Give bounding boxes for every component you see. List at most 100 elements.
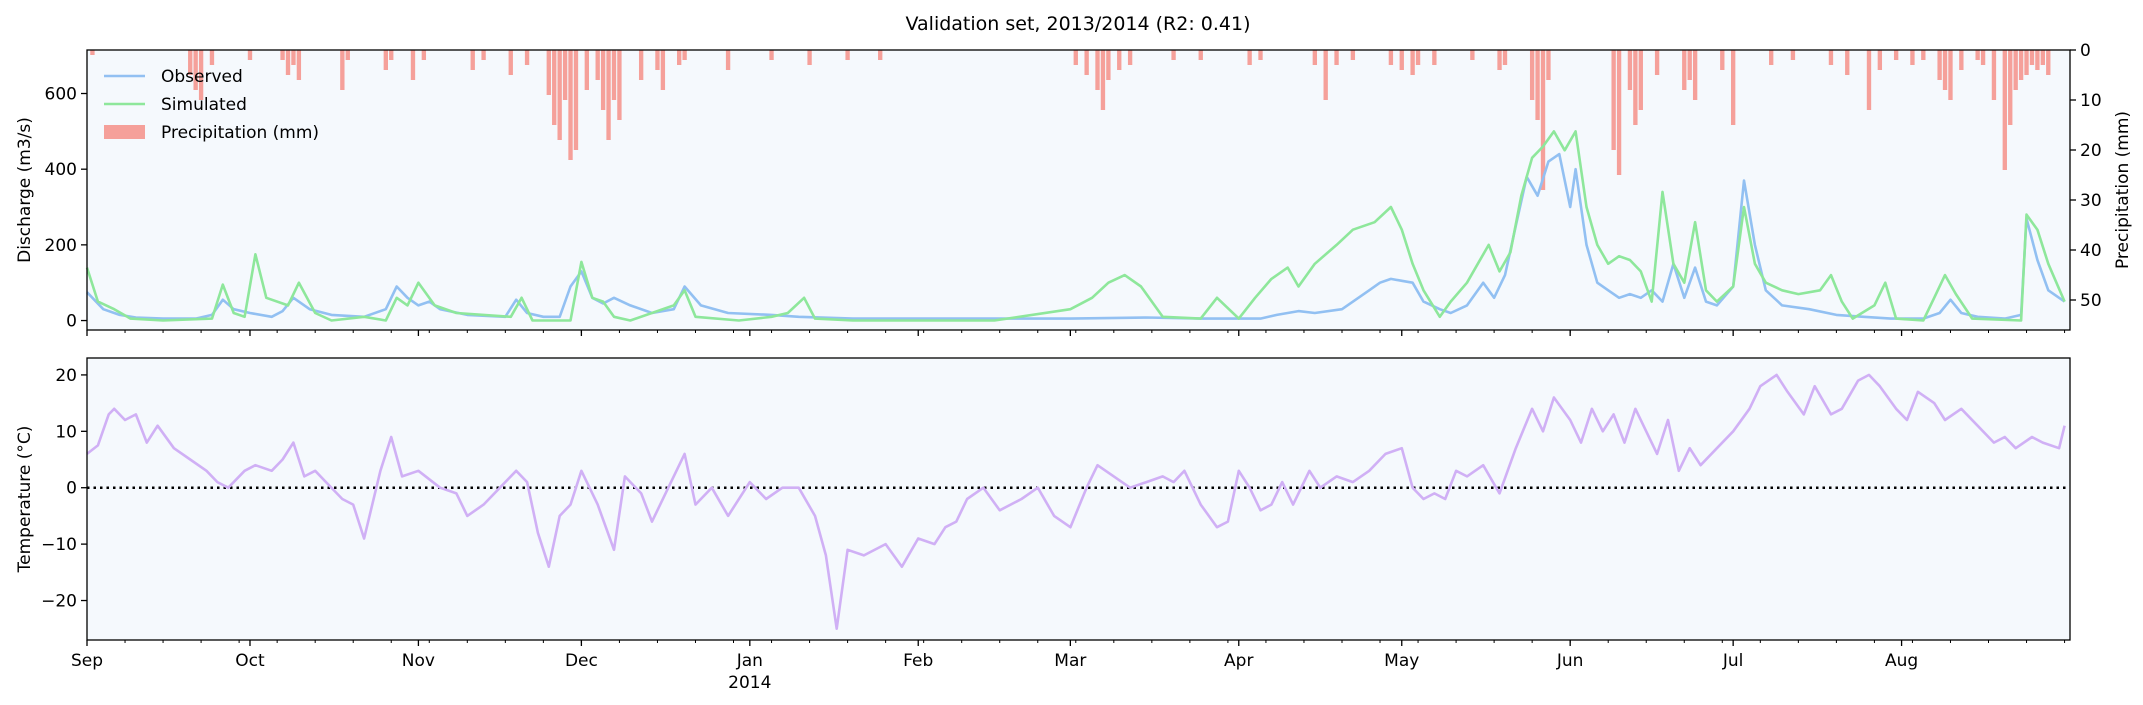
precipitation-bar <box>280 50 285 60</box>
precipitation-bar <box>1127 50 1133 65</box>
precipitation-bar <box>383 50 388 70</box>
precipitation-bar <box>1730 50 1736 125</box>
legend-swatch-precipitation <box>104 125 145 139</box>
precipitation-ytick-label: 40 <box>2080 241 2102 261</box>
precipitation-bar <box>1790 50 1796 60</box>
precipitation-bar <box>90 50 95 55</box>
month-tick-label: Mar <box>1054 651 1086 671</box>
precipitation-bar <box>807 50 812 65</box>
precipitation-bar <box>1687 50 1692 80</box>
precipitation-bar <box>345 50 350 60</box>
precipitation-bar <box>1388 50 1394 65</box>
temperature-ytick-label: 0 <box>66 479 77 499</box>
precipitation-bar <box>1682 50 1687 90</box>
precipitation-bar <box>1312 50 1318 65</box>
precipitation-bar <box>1633 50 1638 125</box>
precipitation-bar <box>247 50 253 60</box>
temperature-frame <box>86 357 2071 641</box>
precipitation-bar <box>2002 50 2007 170</box>
precipitation-bar <box>600 50 606 110</box>
precipitation-bar <box>1769 50 1774 65</box>
precipitation-bar <box>2040 50 2046 65</box>
precipitation-bar <box>1828 50 1834 65</box>
precipitation-bar <box>725 50 731 70</box>
legend-label-observed: Observed <box>161 67 243 87</box>
precipitation-bar <box>1350 50 1356 60</box>
precipitation-bar <box>1893 50 1899 60</box>
precipitation-bar <box>1198 50 1203 60</box>
precipitation-bar <box>878 50 883 60</box>
precipitation-bar <box>1975 50 1980 60</box>
precipitation-bar <box>638 50 644 80</box>
precipitation-bar <box>677 50 682 65</box>
precipitation-bar <box>2046 50 2051 75</box>
precipitation-bar <box>421 50 427 60</box>
discharge-ytick-label: 0 <box>66 312 77 332</box>
precipitation-bar <box>285 50 291 75</box>
precipitation-bar <box>1910 50 1915 65</box>
precipitation-bar <box>617 50 622 120</box>
precipitation-bar <box>508 50 513 75</box>
precipitation-bar <box>595 50 600 80</box>
temperature-ytick-label: 20 <box>55 366 77 386</box>
precipitation-ylabel: Precipitation (mm) <box>2113 111 2133 269</box>
precipitation-bar <box>1616 50 1622 175</box>
precipitation-bar <box>1942 50 1948 90</box>
precipitation-bar <box>1100 50 1106 110</box>
precipitation-bar <box>1877 50 1883 70</box>
month-tick-label: Jan <box>736 651 763 671</box>
precipitation-bar <box>1529 50 1535 100</box>
precipitation-bar <box>2013 50 2018 90</box>
precipitation-bar <box>1638 50 1643 110</box>
precipitation-bar <box>2029 50 2035 65</box>
month-tick-label: Dec <box>565 651 598 671</box>
series-line-temperature <box>86 373 2066 631</box>
precipitation-ytick-label: 20 <box>2080 141 2102 161</box>
month-tick-label: Oct <box>235 651 265 671</box>
precipitation-bar <box>546 50 551 95</box>
precipitation-bar <box>1611 50 1616 150</box>
temperature-ytick-label: −10 <box>41 535 77 555</box>
discharge-ytick-label: 600 <box>45 85 77 105</box>
discharge-panel: 0 200 400 600 0 10 20 30 40 50 Discharge (m3/s) Pre… <box>15 41 2133 336</box>
precipitation-bar <box>2024 50 2029 75</box>
precipitation-bar <box>1720 50 1725 70</box>
precipitation-bar <box>1258 50 1263 60</box>
precipitation-ytick-label: 10 <box>2080 91 2102 111</box>
precipitation-bar <box>562 50 568 100</box>
precipitation-bar <box>655 50 660 70</box>
precipitation-bar <box>1980 50 1986 65</box>
precipitation-bar <box>1095 50 1100 90</box>
series-line-simulated <box>85 130 2066 322</box>
precipitation-bar <box>1106 50 1111 80</box>
discharge-ytick-label: 400 <box>45 160 77 180</box>
precipitation-bar <box>1502 50 1508 65</box>
precipitation-bar <box>1247 50 1252 65</box>
precipitation-bar <box>845 50 850 60</box>
year-tick-label: 2014 <box>728 673 771 693</box>
precipitation-bar <box>291 50 296 65</box>
precipitation-bar <box>209 50 215 65</box>
precipitation-bar <box>340 50 345 90</box>
precipitation-bar <box>1535 50 1540 120</box>
precipitation-bar <box>552 50 557 125</box>
precipitation-bar <box>1845 50 1850 75</box>
precipitation-bar <box>1937 50 1942 80</box>
precipitation-bar <box>1415 50 1421 65</box>
precipitation-ytick-label: 30 <box>2080 191 2102 211</box>
precipitation-bar <box>1432 50 1437 65</box>
precipitation-bar <box>1470 50 1475 60</box>
chart-title: Validation set, 2013/2014 (R2: 0.41) <box>906 13 1251 35</box>
precipitation-bar <box>682 50 687 60</box>
temperature-plot-area <box>87 358 2070 640</box>
precipitation-bar <box>193 50 198 90</box>
precipitation-bar <box>481 50 486 60</box>
precipitation-bar <box>1399 50 1404 70</box>
precipitation-bar <box>568 50 573 160</box>
month-tick-label: Apr <box>1224 651 1253 671</box>
precipitation-bar <box>1991 50 1997 100</box>
precipitation-bar <box>1323 50 1328 100</box>
precipitation-bar <box>1540 50 1546 190</box>
precipitation-bar <box>573 50 579 150</box>
